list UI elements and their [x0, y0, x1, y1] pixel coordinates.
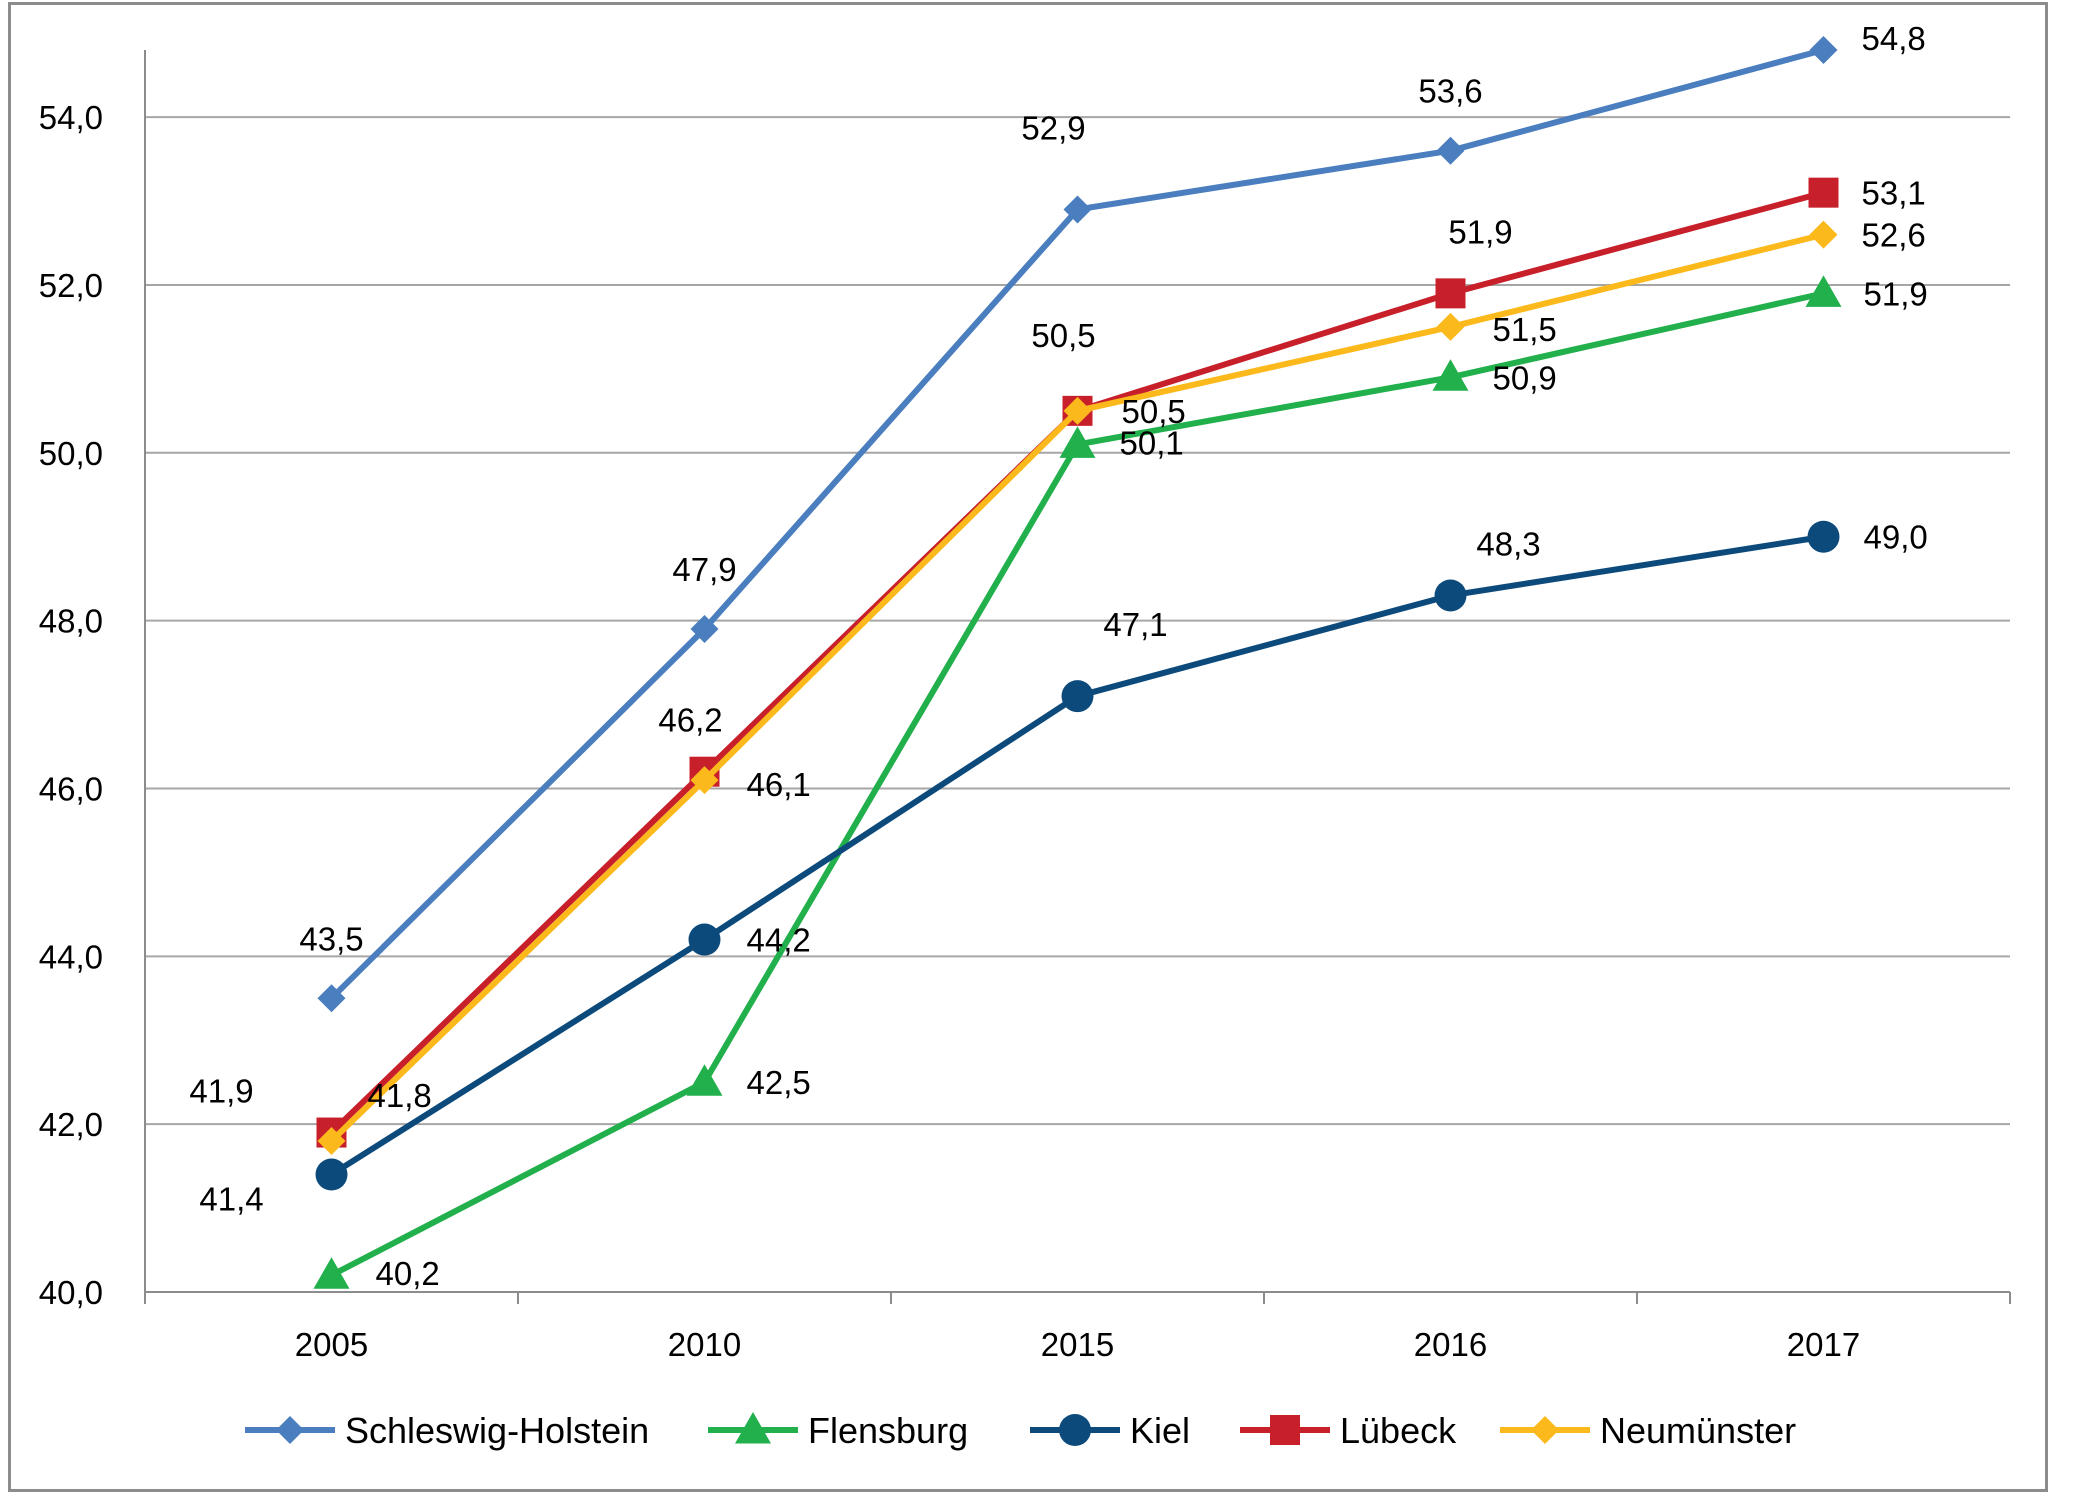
- y-tick-label: 40,0: [39, 1274, 103, 1311]
- data-label: 54,8: [1862, 20, 1926, 57]
- data-label: 53,1: [1862, 175, 1926, 212]
- data-label: 41,9: [189, 1073, 253, 1110]
- data-label: 40,2: [376, 1255, 440, 1292]
- chart-frame: [8, 2, 2048, 1492]
- data-point: [313, 1257, 350, 1289]
- legend-marker: [1270, 1415, 1300, 1445]
- x-tick-label: 2015: [1041, 1326, 1114, 1363]
- data-point: [315, 1158, 348, 1191]
- legend-marker: [276, 1416, 304, 1444]
- data-point: [1809, 36, 1838, 64]
- data-label: 47,9: [672, 551, 736, 588]
- legend-marker: [735, 1412, 771, 1444]
- data-point: [1063, 195, 1092, 224]
- y-tick-label: 48,0: [39, 603, 103, 640]
- data-label: 50,5: [1122, 393, 1186, 430]
- data-point: [1808, 177, 1839, 208]
- data-label: 51,9: [1864, 275, 1928, 312]
- axes: 40,0 42,0 44,0 46,0 48,0 50,0 52,0 54,0 2005 2010…: [39, 50, 2011, 1363]
- y-tick-label: 46,0: [39, 770, 103, 807]
- data-label: 48,3: [1476, 525, 1540, 562]
- data-point: [1061, 680, 1094, 713]
- data-point: [1434, 579, 1467, 612]
- data-point: [1807, 520, 1840, 553]
- data-label: 46,2: [658, 702, 722, 739]
- data-label: 51,9: [1448, 213, 1512, 250]
- data-point: [686, 1064, 723, 1096]
- legend-label: Lübeck: [1340, 1410, 1457, 1451]
- data-label: 46,1: [747, 766, 811, 803]
- y-tick-label: 52,0: [39, 267, 103, 304]
- data-point: [690, 615, 719, 644]
- y-tick-label: 54,0: [39, 99, 103, 136]
- legend-marker: [1059, 1414, 1091, 1446]
- y-tick-label: 44,0: [39, 938, 103, 975]
- data-label: 51,5: [1493, 311, 1557, 348]
- data-label: 52,9: [1021, 109, 1085, 146]
- legend-label: Kiel: [1130, 1410, 1190, 1451]
- data-label: 47,1: [1103, 606, 1167, 643]
- data-label: 52,6: [1862, 217, 1926, 254]
- data-labels: 43,5 47,9 52,9 53,6 54,8 40,2 42,5 50,1 50,9 51,9…: [189, 20, 1927, 1292]
- x-tick-label: 2017: [1787, 1326, 1860, 1363]
- legend-label: Schleswig-Holstein: [345, 1410, 649, 1451]
- data-label: 41,8: [368, 1077, 432, 1114]
- y-tick-label: 50,0: [39, 435, 103, 472]
- series-line: [329, 533, 1824, 1178]
- data-label: 43,5: [299, 920, 363, 957]
- data-label: 44,2: [747, 922, 811, 959]
- series-group: [313, 36, 1842, 1289]
- data-point: [1059, 426, 1096, 458]
- data-label: 50,5: [1031, 317, 1095, 354]
- data-point: [1435, 278, 1466, 309]
- data-point: [1436, 312, 1465, 341]
- legend-label: Neumünster: [1600, 1410, 1796, 1451]
- data-point: [317, 984, 346, 1013]
- legend: Schleswig-Holstein Flensburg Kiel Lübeck Neu…: [245, 1410, 1796, 1451]
- x-tick-label: 2010: [668, 1326, 741, 1363]
- data-label: 49,0: [1864, 519, 1928, 556]
- data-point: [1063, 396, 1092, 425]
- data-label: 41,4: [199, 1181, 263, 1218]
- data-label: 50,1: [1120, 424, 1184, 461]
- legend-marker: [1531, 1416, 1559, 1444]
- data-point: [688, 923, 721, 956]
- data-point: [1436, 136, 1465, 165]
- legend-label: Flensburg: [808, 1410, 968, 1451]
- series-line: [329, 47, 1825, 1001]
- y-tick-label: 42,0: [39, 1106, 103, 1143]
- data-point: [690, 766, 719, 795]
- data-label: 42,5: [747, 1064, 811, 1101]
- data-label: 50,9: [1493, 359, 1557, 396]
- data-point: [1809, 220, 1838, 249]
- data-point: [317, 1126, 346, 1155]
- data-point: [1805, 275, 1842, 307]
- x-tick-label: 2016: [1414, 1326, 1487, 1363]
- data-label: 53,6: [1418, 73, 1482, 110]
- x-tick-label: 2005: [295, 1326, 368, 1363]
- data-point: [1432, 359, 1469, 391]
